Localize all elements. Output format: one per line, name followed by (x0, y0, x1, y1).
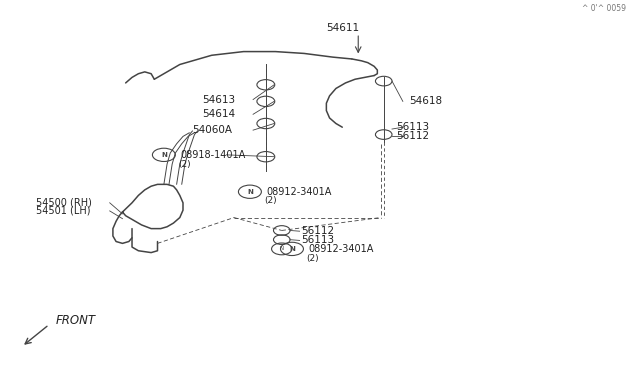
Text: 54500 (RH): 54500 (RH) (36, 198, 92, 208)
Text: 56112: 56112 (301, 226, 334, 236)
Text: (2): (2) (307, 254, 319, 263)
Text: N: N (161, 152, 167, 158)
Text: 08912-3401A: 08912-3401A (308, 244, 374, 254)
Text: 54613: 54613 (202, 94, 236, 105)
Text: 56112: 56112 (396, 131, 429, 141)
Text: 08918-1401A: 08918-1401A (180, 150, 246, 160)
Text: 54060A: 54060A (193, 125, 232, 135)
Text: 08912-3401A: 08912-3401A (266, 187, 332, 197)
Text: 54611: 54611 (326, 23, 360, 33)
Text: 56113: 56113 (301, 235, 334, 246)
Text: N: N (289, 246, 295, 252)
Text: 54618: 54618 (409, 96, 442, 106)
Text: (2): (2) (179, 160, 191, 169)
Text: FRONT: FRONT (56, 314, 95, 327)
Text: (2): (2) (264, 196, 276, 205)
Text: 56113: 56113 (396, 122, 429, 132)
Text: ^ 0'^ 0059: ^ 0'^ 0059 (582, 4, 626, 13)
Text: 54501 (LH): 54501 (LH) (36, 206, 91, 216)
Text: 54614: 54614 (202, 109, 236, 119)
Text: N: N (247, 189, 253, 195)
Text: N: N (280, 246, 284, 251)
